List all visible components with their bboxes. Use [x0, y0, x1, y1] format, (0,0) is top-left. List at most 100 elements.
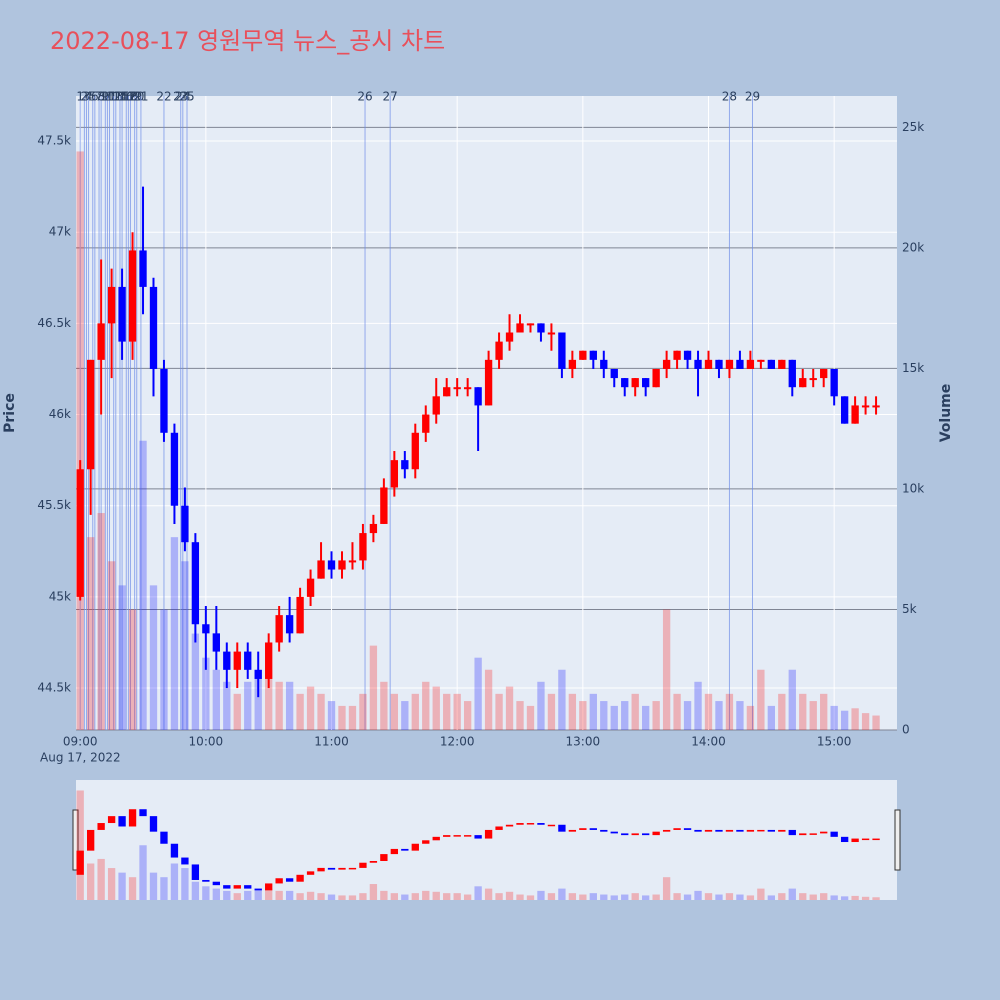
- mini-volume-bar: [76, 790, 84, 900]
- candle-body: [861, 405, 870, 408]
- volume-bar: [463, 701, 472, 730]
- volume-bar: [432, 686, 440, 730]
- mini-candle: [600, 829, 608, 832]
- mini-candle: [725, 829, 734, 832]
- candle-body: [317, 560, 325, 579]
- mini-candle: [223, 885, 231, 889]
- mini-candle: [401, 848, 409, 851]
- candle-body: [851, 405, 859, 424]
- mini-volume-bar: [327, 894, 336, 900]
- range-slider[interactable]: [76, 780, 897, 900]
- volume-bar: [600, 701, 608, 730]
- volume-bar: [767, 705, 776, 730]
- volume-bar: [422, 681, 430, 730]
- volume-bar: [265, 669, 273, 730]
- candle-body: [830, 368, 838, 397]
- y-tick-label: 47k: [49, 225, 71, 239]
- volume-bar: [160, 609, 168, 730]
- volume-bar: [778, 693, 786, 730]
- mini-candle: [369, 861, 378, 863]
- candle-body: [265, 642, 273, 679]
- mini-volume-bar: [244, 890, 252, 900]
- volume-bar: [474, 657, 482, 730]
- candle-body: [694, 359, 702, 369]
- mini-volume-bar: [830, 895, 838, 900]
- volume-bar: [505, 686, 514, 730]
- volume-bar: [830, 705, 838, 730]
- mini-candle: [254, 888, 262, 891]
- mini-volume-bar: [443, 893, 451, 900]
- volume-bar: [704, 693, 713, 730]
- mini-candle: [662, 829, 671, 832]
- candle-body: [411, 432, 419, 470]
- candle-body: [579, 350, 587, 360]
- y-tick-label: 47.5k: [37, 134, 71, 148]
- mini-candle: [851, 838, 859, 843]
- news-label: 1: [76, 90, 84, 104]
- mini-volume-bar: [694, 890, 702, 900]
- mini-candle: [621, 833, 629, 836]
- y-axis-title: Price: [2, 393, 18, 433]
- x-tick-label: 09:00: [63, 735, 98, 749]
- news-label: 26: [357, 90, 372, 104]
- mini-candle: [411, 843, 419, 851]
- mini-candle: [191, 864, 200, 880]
- mini-candle: [474, 835, 482, 839]
- candle-body: [516, 323, 524, 333]
- candle-body: [327, 560, 336, 570]
- mini-volume-bar: [474, 886, 482, 900]
- candle-body: [348, 560, 357, 563]
- candle-body: [139, 250, 147, 287]
- volume-bar: [369, 645, 378, 730]
- volume-bar: [631, 693, 639, 730]
- mini-candle: [736, 829, 744, 832]
- volume-bar: [212, 669, 220, 730]
- mini-candle: [568, 829, 577, 832]
- mini-volume-bar: [715, 894, 723, 900]
- candle-body: [495, 341, 503, 360]
- mini-candle: [97, 823, 105, 830]
- volume-bar: [86, 537, 95, 730]
- mini-candle: [202, 879, 210, 882]
- volume-bar: [338, 705, 346, 730]
- news-label: 27: [383, 90, 398, 104]
- news-label: 3: [83, 90, 91, 104]
- candle-body: [223, 651, 231, 670]
- volume-bar: [809, 701, 817, 730]
- range-handle-right[interactable]: [894, 809, 901, 871]
- candle-body: [254, 669, 262, 679]
- volume-bar: [327, 701, 336, 730]
- volume-bar: [254, 669, 262, 730]
- candle-body: [840, 396, 849, 424]
- volume-bar: [223, 681, 231, 730]
- volume-bar: [170, 537, 179, 730]
- candle-body: [526, 323, 535, 326]
- volume-bar: [725, 693, 734, 730]
- volume-bar: [118, 585, 126, 730]
- volume-bar: [380, 681, 388, 730]
- mini-candle: [820, 831, 828, 834]
- mini-candle: [327, 867, 336, 870]
- mini-volume-bar: [149, 872, 158, 900]
- mini-candle: [265, 883, 273, 891]
- mini-candle: [306, 871, 315, 875]
- range-handle-left[interactable]: [72, 809, 79, 871]
- mini-volume-bar: [809, 894, 817, 900]
- mini-volume-bar: [411, 893, 419, 900]
- candle-body: [107, 286, 116, 324]
- candle-body: [558, 332, 566, 369]
- volume-bar: [202, 657, 210, 730]
- mini-volume-bar: [306, 891, 315, 900]
- mini-volume-bar: [338, 895, 346, 900]
- mini-volume-bar: [463, 894, 472, 900]
- mini-volume-bar: [401, 894, 409, 900]
- y-tick-label: 46k: [49, 407, 71, 421]
- volume-bar: [453, 693, 461, 730]
- mini-volume-bar: [275, 890, 283, 900]
- mini-volume-bar: [526, 895, 535, 900]
- mini-volume-bar: [621, 894, 629, 900]
- mini-candle: [631, 833, 639, 836]
- news-label: 5: [89, 90, 97, 104]
- candle-body: [505, 332, 514, 342]
- mini-volume-bar: [547, 893, 556, 900]
